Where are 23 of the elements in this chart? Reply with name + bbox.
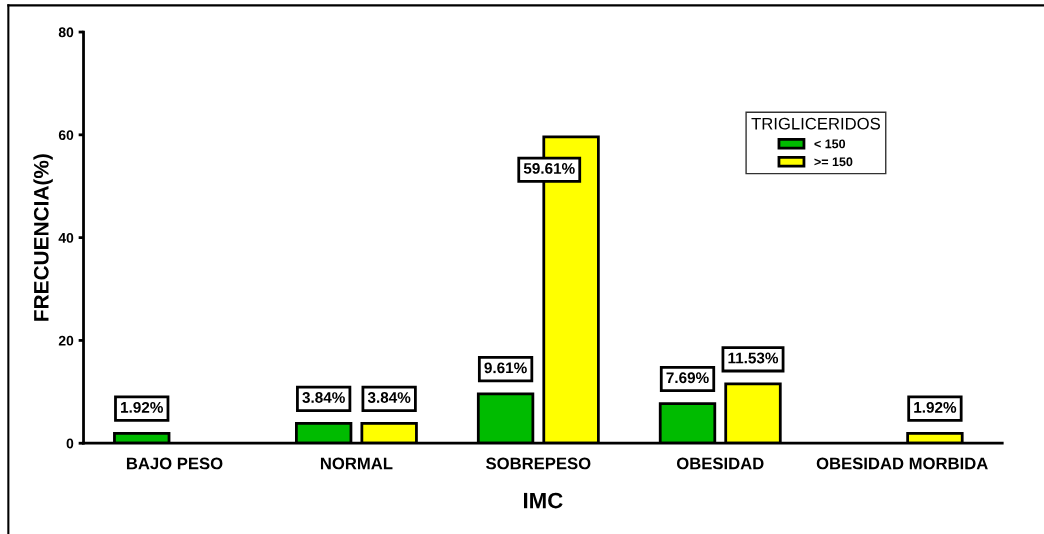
x-tick-label: SOBREPESO — [486, 457, 591, 470]
x-tick-label: OBESIDAD — [676, 457, 764, 470]
x-tick-label: BAJO PESO — [126, 457, 223, 470]
legend-label: < 150 — [814, 139, 846, 149]
x-tick-label: OBESIDAD MORBIDA — [816, 457, 988, 470]
y-axis-title: FRECUENCIA(%) — [33, 154, 53, 321]
y-tick-label: 20 — [58, 335, 74, 346]
y-tick-label: 80 — [58, 27, 74, 38]
x-tick-label: NORMAL — [320, 457, 393, 470]
data-label: 3.84% — [367, 392, 411, 403]
data-label: 1.92% — [121, 401, 163, 413]
y-tick-label: 60 — [58, 130, 74, 140]
y-tick-label: 40 — [58, 232, 74, 243]
data-label: 59.61% — [523, 163, 575, 174]
x-axis-title: IMC — [524, 492, 563, 509]
data-label: 1.92% — [914, 401, 957, 413]
data-label: 11.53% — [728, 352, 779, 364]
legend-label: >= 150 — [814, 157, 853, 167]
y-tick-label: 0 — [66, 438, 74, 449]
data-label: 7.69% — [666, 372, 709, 384]
data-label: 9.61% — [484, 362, 527, 374]
data-label: 3.84% — [302, 392, 345, 403]
legend-title: TRIGLICERIDOS — [751, 117, 880, 130]
